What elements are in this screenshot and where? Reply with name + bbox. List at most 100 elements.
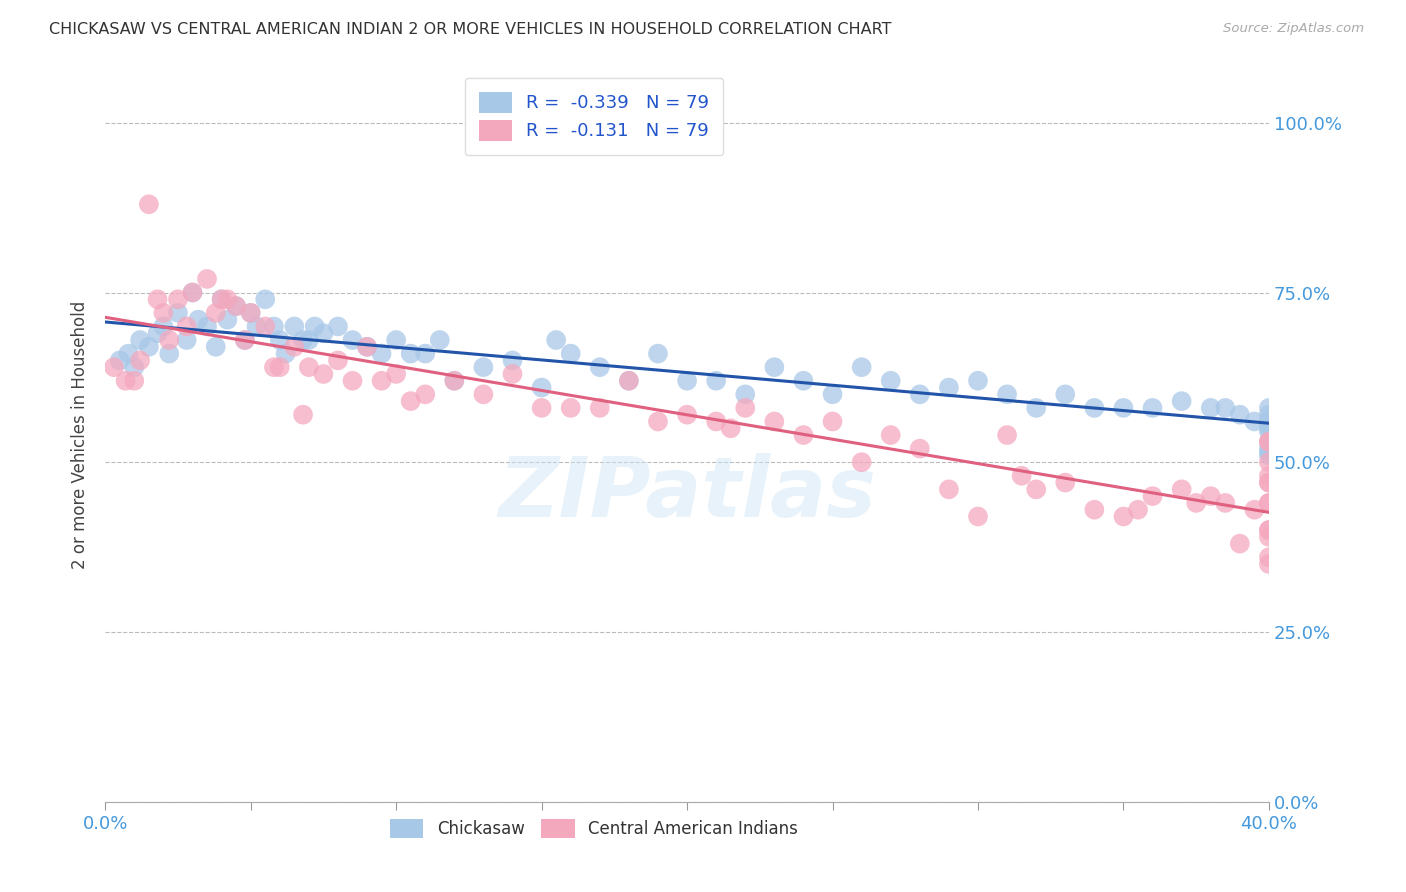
Point	[880, 428, 903, 442]
Point	[1112, 509, 1135, 524]
Point	[176, 333, 198, 347]
Point	[254, 293, 277, 307]
Point	[472, 360, 495, 375]
Point	[821, 415, 844, 429]
Point	[1170, 483, 1192, 497]
Point	[1229, 408, 1251, 422]
Point	[1258, 455, 1281, 469]
Point	[676, 374, 699, 388]
Point	[1258, 434, 1281, 449]
Point	[292, 408, 315, 422]
Point	[908, 442, 931, 456]
Point	[269, 333, 291, 347]
Point	[647, 346, 669, 360]
Point	[1054, 387, 1077, 401]
Point	[263, 319, 285, 334]
Point	[1258, 434, 1281, 449]
Point	[239, 306, 262, 320]
Point	[298, 360, 321, 375]
Point	[821, 387, 844, 401]
Point	[1258, 401, 1281, 415]
Point	[1258, 434, 1281, 449]
Point	[138, 197, 160, 211]
Point	[167, 306, 190, 320]
Point	[124, 374, 146, 388]
Point	[312, 367, 335, 381]
Point	[181, 285, 204, 300]
Point	[1213, 401, 1236, 415]
Point	[1243, 502, 1265, 516]
Y-axis label: 2 or more Vehicles in Household: 2 or more Vehicles in Household	[72, 301, 89, 569]
Point	[1011, 468, 1033, 483]
Point	[254, 319, 277, 334]
Point	[138, 340, 160, 354]
Point	[720, 421, 742, 435]
Point	[967, 374, 990, 388]
Point	[304, 319, 326, 334]
Point	[734, 401, 756, 415]
Point	[589, 360, 612, 375]
Point	[370, 346, 392, 360]
Point	[283, 319, 305, 334]
Legend: Chickasaw, Central American Indians: Chickasaw, Central American Indians	[384, 812, 804, 845]
Point	[530, 401, 553, 415]
Point	[146, 293, 169, 307]
Point	[292, 333, 315, 347]
Point	[274, 346, 297, 360]
Point	[1258, 523, 1281, 537]
Point	[157, 333, 180, 347]
Point	[1083, 502, 1105, 516]
Text: ZIPatlas: ZIPatlas	[498, 453, 876, 534]
Point	[995, 387, 1018, 401]
Point	[298, 333, 321, 347]
Point	[472, 387, 495, 401]
Point	[938, 483, 960, 497]
Point	[676, 408, 699, 422]
Point	[792, 428, 814, 442]
Point	[356, 340, 378, 354]
Point	[1170, 394, 1192, 409]
Point	[326, 353, 349, 368]
Point	[108, 353, 131, 368]
Point	[1258, 468, 1281, 483]
Point	[617, 374, 640, 388]
Point	[413, 387, 436, 401]
Point	[1258, 415, 1281, 429]
Point	[938, 380, 960, 394]
Point	[1112, 401, 1135, 415]
Point	[1054, 475, 1077, 490]
Point	[502, 367, 524, 381]
Point	[195, 272, 218, 286]
Point	[176, 319, 198, 334]
Point	[1258, 425, 1281, 439]
Point	[1258, 415, 1281, 429]
Point	[326, 319, 349, 334]
Point	[1258, 421, 1281, 435]
Point	[560, 346, 582, 360]
Point	[1083, 401, 1105, 415]
Point	[1199, 489, 1222, 503]
Point	[211, 293, 233, 307]
Point	[129, 333, 152, 347]
Point	[312, 326, 335, 341]
Point	[1243, 415, 1265, 429]
Point	[370, 374, 392, 388]
Point	[967, 509, 990, 524]
Point	[1142, 489, 1164, 503]
Point	[1185, 496, 1208, 510]
Point	[530, 380, 553, 394]
Point	[429, 333, 451, 347]
Point	[1258, 523, 1281, 537]
Point	[1142, 401, 1164, 415]
Point	[443, 374, 465, 388]
Text: CHICKASAW VS CENTRAL AMERICAN INDIAN 2 OR MORE VEHICLES IN HOUSEHOLD CORRELATION: CHICKASAW VS CENTRAL AMERICAN INDIAN 2 O…	[49, 22, 891, 37]
Point	[763, 360, 786, 375]
Point	[443, 374, 465, 388]
Point	[1258, 550, 1281, 565]
Point	[385, 333, 408, 347]
Point	[233, 333, 256, 347]
Point	[157, 346, 180, 360]
Point	[560, 401, 582, 415]
Text: Source: ZipAtlas.com: Source: ZipAtlas.com	[1223, 22, 1364, 36]
Point	[1213, 496, 1236, 510]
